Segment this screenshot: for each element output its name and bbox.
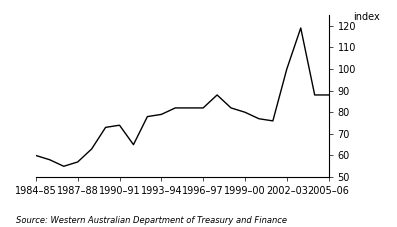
- Y-axis label: index: index: [353, 12, 380, 22]
- Text: Source: Western Australian Department of Treasury and Finance: Source: Western Australian Department of…: [16, 216, 287, 225]
